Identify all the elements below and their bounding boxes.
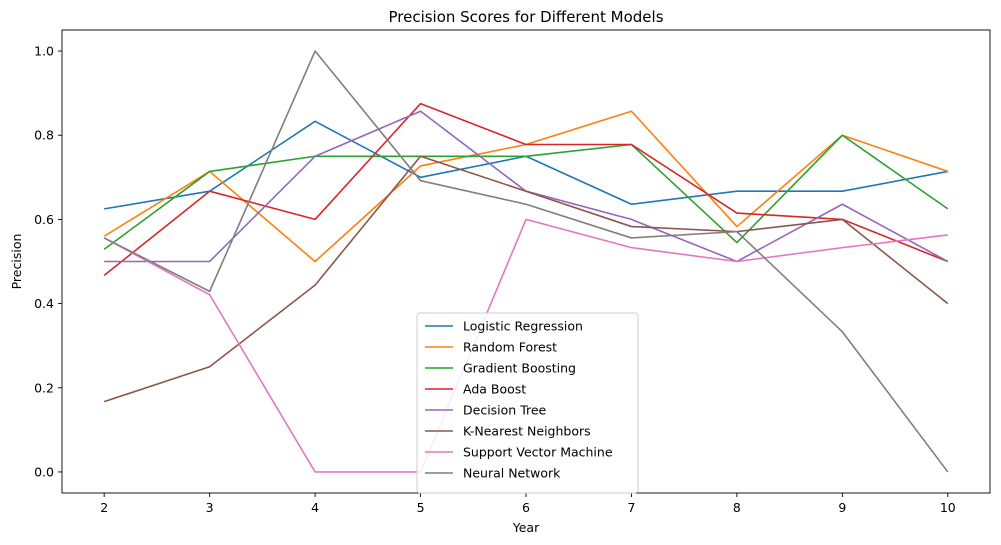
y-axis-label: Precision	[9, 234, 24, 290]
y-tick-label: 0.0	[34, 464, 54, 479]
series-line-gradient-boosting	[103, 134, 949, 250]
legend-box	[416, 312, 639, 494]
series-line-decision-tree	[104, 110, 949, 263]
series-line-logistic-regression	[104, 120, 948, 210]
series-line-random-forest	[103, 110, 949, 263]
legend-entry-label: Ada Boost	[463, 382, 526, 397]
x-axis-ticks: 2 3 4 5 6 7 8 9 10	[100, 493, 956, 515]
legend-entry-label: Logistic Regression	[463, 319, 583, 334]
x-tick-label: 5	[417, 500, 425, 515]
series-line-neural-network	[103, 50, 949, 473]
x-tick-label: 3	[206, 500, 214, 515]
x-tick-label: 6	[522, 500, 530, 515]
legend-entry-label: K-Nearest Neighbors	[463, 424, 591, 439]
series-line-support-vector-machine	[103, 218, 948, 473]
y-tick-label: 0.8	[34, 128, 54, 143]
x-tick-label: 9	[838, 500, 846, 515]
x-axis-label: Year	[512, 520, 540, 535]
legend: Logistic Regression Random Forest Gradient…	[416, 312, 639, 494]
plot-series-group	[103, 50, 949, 473]
y-tick-label: 1.0	[34, 44, 54, 59]
y-tick-label: 0.2	[34, 380, 54, 395]
y-axis-ticks: 0.0 0.2 0.4 0.6 0.8 1.0	[34, 44, 62, 479]
x-tick-label: 4	[311, 500, 319, 515]
legend-entry-label: Support Vector Machine	[463, 445, 613, 460]
series-line-k-nearest-neighbors	[103, 155, 949, 403]
y-tick-label: 0.4	[34, 296, 54, 311]
x-tick-label: 10	[940, 500, 956, 515]
legend-entry-label: Decision Tree	[463, 403, 547, 418]
x-tick-label: 7	[627, 500, 635, 515]
x-tick-label: 2	[100, 500, 108, 515]
legend-entry-label: Random Forest	[463, 340, 557, 355]
series-line-ada-boost	[103, 102, 949, 277]
legend-entry-label: Neural Network	[463, 466, 561, 481]
x-tick-label: 8	[733, 500, 741, 515]
chart-title: Precision Scores for Different Models	[388, 8, 663, 26]
legend-entry-label: Gradient Boosting	[463, 361, 576, 376]
y-tick-label: 0.6	[34, 212, 54, 227]
